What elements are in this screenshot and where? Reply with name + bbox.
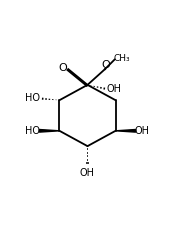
Text: OH: OH (107, 84, 122, 94)
Text: O: O (102, 60, 110, 70)
Polygon shape (39, 130, 60, 132)
Text: HO: HO (25, 126, 40, 136)
Polygon shape (116, 130, 136, 132)
Text: HO: HO (25, 93, 40, 103)
Text: OH: OH (80, 168, 95, 178)
Text: OH: OH (135, 126, 150, 136)
Text: CH₃: CH₃ (114, 54, 130, 63)
Text: O: O (58, 63, 67, 73)
